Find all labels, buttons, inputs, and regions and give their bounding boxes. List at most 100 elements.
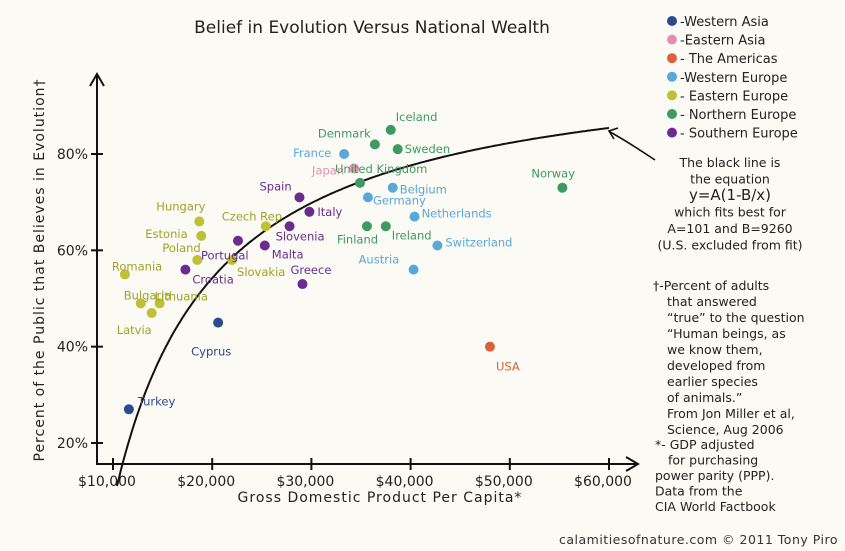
point-finland xyxy=(361,221,372,232)
x-tick-label: $20,000 xyxy=(177,474,235,490)
legend-label: -Western Europe xyxy=(680,71,787,86)
point-label-latvia: Latvia xyxy=(117,323,152,337)
asterisk-note-line: CIA World Factbook xyxy=(655,499,776,514)
point-slovenia xyxy=(284,221,295,232)
y-axis-arrow xyxy=(89,72,105,87)
dagger-note-line: “true” to the question xyxy=(667,310,805,325)
dagger-note-line: “Human beings, as xyxy=(667,326,786,341)
point-label-cyprus: Cyprus xyxy=(191,345,231,359)
chart-title: Belief in Evolution Versus National Weal… xyxy=(194,18,550,38)
dagger-note-line: developed from xyxy=(667,358,765,373)
point-belgium xyxy=(387,182,398,193)
x-tick-label: $30,000 xyxy=(276,474,334,490)
dagger-note-line: Science, Aug 2006 xyxy=(667,422,784,437)
point-label-ireland: Ireland xyxy=(392,228,432,242)
dagger-note-line: From Jon Miller et al, xyxy=(667,406,795,421)
x-tick-label: $10,000 xyxy=(78,474,136,490)
x-axis-arrow xyxy=(625,456,640,472)
point-label-usa: USA xyxy=(496,360,520,374)
legend-label: - The Americas xyxy=(680,52,778,67)
point-label-finland: Finland xyxy=(337,232,378,246)
legend-swatch xyxy=(667,53,677,64)
point-slovakia xyxy=(227,254,238,265)
point-japan xyxy=(349,163,360,174)
x-tick-label: $60,000 xyxy=(574,474,632,490)
point-usa xyxy=(484,341,495,352)
point-denmark xyxy=(369,139,380,150)
point-label-portugal: Portugal xyxy=(201,249,249,263)
point-label-estonia: Estonia xyxy=(145,227,187,241)
legend-swatch xyxy=(667,34,677,45)
equation-note-line: (U.S. excluded from fit) xyxy=(657,238,802,253)
point-label-netherlands: Netherlands xyxy=(422,207,492,221)
point-latvia xyxy=(146,307,157,318)
point-poland xyxy=(192,254,203,265)
point-croatia xyxy=(180,264,191,275)
point-netherlands xyxy=(409,211,420,222)
data-points xyxy=(119,124,568,415)
point-label-france: France xyxy=(293,146,331,160)
asterisk-note-line: power parity (PPP). xyxy=(655,468,774,483)
point-turkey xyxy=(123,404,134,415)
point-label-germany: Germany xyxy=(373,193,426,207)
point-switzerland xyxy=(432,240,443,251)
point-estonia xyxy=(196,230,207,241)
point-label-austria: Austria xyxy=(359,253,400,267)
point-malta xyxy=(259,240,270,251)
point-label-spain: Spain xyxy=(259,179,291,193)
point-label-hungary: Hungary xyxy=(156,199,205,213)
equation-note-line: y=A(1-B/x) xyxy=(689,186,771,204)
point-label-czech-rep: Czech Rep. xyxy=(222,209,286,223)
dagger-note-line: earlier species xyxy=(667,374,758,389)
point-label-sweden: Sweden xyxy=(405,142,450,156)
note-arrow xyxy=(609,131,656,161)
legend-label: - Southern Europe xyxy=(680,127,798,142)
point-label-bulgaria: Bulgaria xyxy=(124,288,172,302)
point-label-japan: Japan xyxy=(311,163,344,177)
point-ireland xyxy=(380,221,391,232)
point-norway xyxy=(557,182,568,193)
point-label-italy: Italy xyxy=(317,205,342,219)
legend-swatch xyxy=(667,90,677,101)
point-spain xyxy=(294,192,305,203)
point-italy xyxy=(304,206,315,217)
y-axis-title: Percent of the Public that Believes in E… xyxy=(32,78,48,461)
asterisk-note-line: *- GDP adjusted xyxy=(655,437,755,452)
equation-note-line: A=101 and B=9260 xyxy=(667,221,792,236)
equation-note-line: The black line is xyxy=(679,155,781,170)
point-label-romania: Romania xyxy=(112,259,162,273)
point-label-croatia: Croatia xyxy=(192,273,233,287)
y-tick-label: 40% xyxy=(57,340,88,356)
point-france xyxy=(339,149,350,159)
point-label-turkey: Turkey xyxy=(137,394,176,408)
x-tick-label: $40,000 xyxy=(376,474,434,490)
point-cyprus xyxy=(213,317,224,328)
legend-label: -Western Asia xyxy=(680,15,769,30)
credit: calamitiesofnature.com © 2011 Tony Piro xyxy=(559,532,838,547)
point-lithuania xyxy=(154,298,165,309)
y-tick-label: 20% xyxy=(57,436,88,452)
point-label-denmark: Denmark xyxy=(318,126,371,140)
point-label-slovenia: Slovenia xyxy=(276,229,325,243)
point-greece xyxy=(297,279,308,290)
point-label-greece: Greece xyxy=(290,263,331,277)
legend-label: -Eastern Asia xyxy=(680,34,765,49)
point-germany xyxy=(362,192,373,203)
point-label-belgium: Belgium xyxy=(400,183,447,197)
point-label-switzerland: Switzerland xyxy=(445,236,512,250)
point-label-iceland: Iceland xyxy=(396,110,438,124)
equation-note: The black line is the equationy=A(1-B/x)w… xyxy=(657,155,802,253)
ticks: $10,000 $20,000 $30,000 $40,000 $50,000 $60,0… xyxy=(57,147,632,490)
equation-note-line: which fits best for xyxy=(674,205,787,220)
asterisk-note-line: for purchasing xyxy=(668,453,758,468)
point-bulgaria xyxy=(135,298,146,309)
axes xyxy=(89,72,640,472)
point-portugal xyxy=(232,235,243,246)
dagger-note-line: †-Percent of adults xyxy=(653,278,769,293)
legend-label: - Northern Europe xyxy=(680,108,796,123)
x-tick-label: $50,000 xyxy=(475,474,533,490)
dagger-note-line: of animals.” xyxy=(667,390,742,405)
